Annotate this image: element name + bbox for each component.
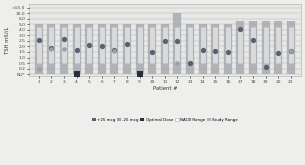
Y-axis label: TSH mIU/L: TSH mIU/L (4, 27, 9, 54)
Legend: +25 mcg, -25 mcg, Optimal Dose, NACB Range, Study Range: +25 mcg, -25 mcg, Optimal Dose, NACB Ran… (90, 116, 239, 124)
X-axis label: Patient #: Patient # (152, 86, 177, 91)
